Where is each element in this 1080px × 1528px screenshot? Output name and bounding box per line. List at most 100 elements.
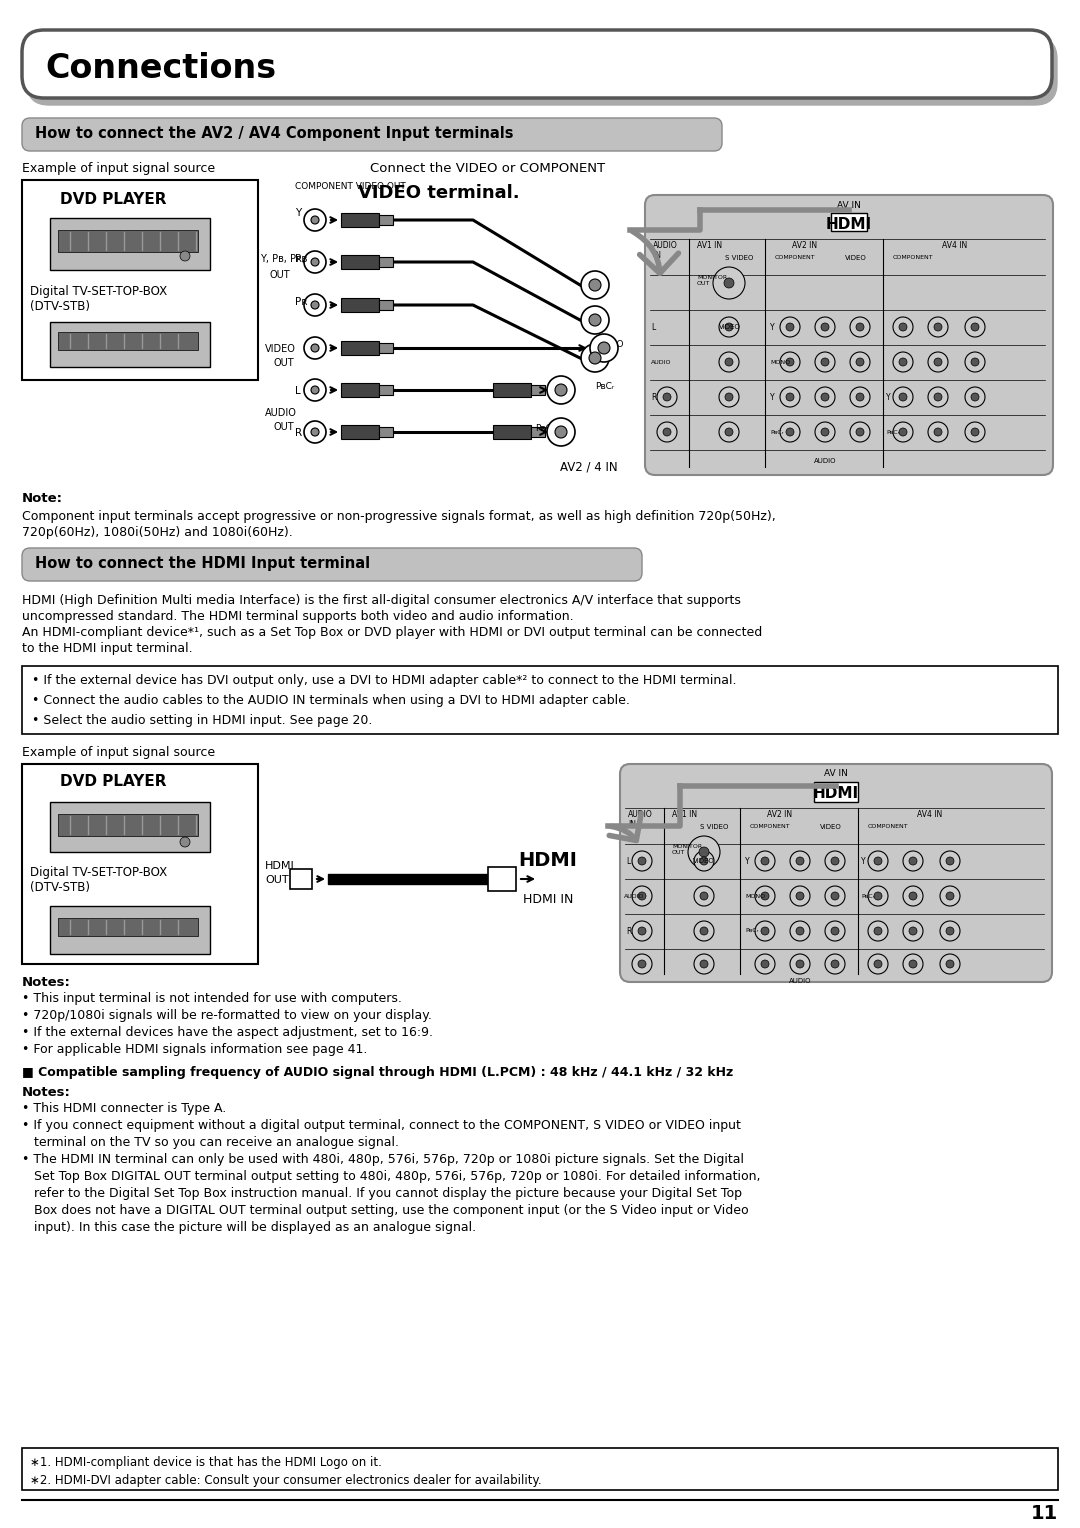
Circle shape xyxy=(311,428,319,435)
Circle shape xyxy=(700,857,708,865)
Bar xyxy=(22,666,1058,733)
Text: ∗2. HDMI-DVI adapter cable: Consult your consumer electronics dealer for availab: ∗2. HDMI-DVI adapter cable: Consult your… xyxy=(30,1475,542,1487)
Circle shape xyxy=(831,960,839,969)
FancyBboxPatch shape xyxy=(22,549,642,581)
Circle shape xyxy=(761,960,769,969)
Circle shape xyxy=(928,316,948,338)
Circle shape xyxy=(657,422,677,442)
Circle shape xyxy=(725,393,733,400)
Circle shape xyxy=(180,251,190,261)
Circle shape xyxy=(303,422,326,443)
Circle shape xyxy=(825,886,845,906)
Circle shape xyxy=(934,428,942,435)
Text: Notes:: Notes: xyxy=(22,976,71,989)
Bar xyxy=(379,257,393,267)
FancyArrowPatch shape xyxy=(609,813,642,840)
Text: Y: Y xyxy=(295,208,301,219)
Circle shape xyxy=(555,384,567,396)
Text: PʙCᵣ: PʙCᵣ xyxy=(595,382,615,391)
Text: VIDEO: VIDEO xyxy=(719,324,741,330)
Bar xyxy=(50,802,210,853)
Circle shape xyxy=(796,892,804,900)
Bar xyxy=(341,212,379,228)
Text: terminal on the TV so you can receive an analogue signal.: terminal on the TV so you can receive an… xyxy=(22,1135,399,1149)
Text: HDMI: HDMI xyxy=(265,860,295,871)
Text: AV2 IN: AV2 IN xyxy=(793,241,818,251)
FancyBboxPatch shape xyxy=(620,764,1052,983)
Circle shape xyxy=(971,393,978,400)
FancyBboxPatch shape xyxy=(27,37,1057,105)
Circle shape xyxy=(928,422,948,442)
Text: L: L xyxy=(651,322,656,332)
Circle shape xyxy=(893,351,913,371)
Circle shape xyxy=(874,927,882,935)
Circle shape xyxy=(934,393,942,400)
Circle shape xyxy=(700,960,708,969)
Bar xyxy=(831,212,867,231)
Circle shape xyxy=(850,351,870,371)
Circle shape xyxy=(899,358,907,367)
Circle shape xyxy=(638,960,646,969)
Circle shape xyxy=(825,953,845,973)
Circle shape xyxy=(546,376,575,403)
Text: HDMI (High Definition Multi media Interface) is the first all-digital consumer e: HDMI (High Definition Multi media Interf… xyxy=(22,594,741,607)
Circle shape xyxy=(789,953,810,973)
Circle shape xyxy=(940,921,960,941)
Text: • If the external device has DVI output only, use a DVI to HDMI adapter cable*² : • If the external device has DVI output … xyxy=(32,674,737,688)
Text: PʙCᵣ: PʙCᵣ xyxy=(886,429,900,434)
Circle shape xyxy=(303,338,326,359)
Circle shape xyxy=(786,393,794,400)
Circle shape xyxy=(856,428,864,435)
Bar xyxy=(379,385,393,396)
Text: • If the external devices have the aspect adjustment, set to 16:9.: • If the external devices have the aspec… xyxy=(22,1025,433,1039)
Text: An HDMI-compliant device*¹, such as a Set Top Box or DVD player with HDMI or DVI: An HDMI-compliant device*¹, such as a Se… xyxy=(22,626,762,639)
Text: AV4 IN: AV4 IN xyxy=(943,241,968,251)
Text: Connections: Connections xyxy=(45,52,276,86)
Text: Y: Y xyxy=(745,857,750,865)
Text: Pʙ: Pʙ xyxy=(295,254,308,264)
Text: OUT: OUT xyxy=(273,422,294,432)
Circle shape xyxy=(713,267,745,299)
Circle shape xyxy=(966,316,985,338)
Circle shape xyxy=(796,960,804,969)
Circle shape xyxy=(780,387,800,406)
Text: HDMI: HDMI xyxy=(826,217,872,232)
Circle shape xyxy=(581,270,609,299)
Circle shape xyxy=(663,428,671,435)
Circle shape xyxy=(699,847,708,857)
Text: Notes:: Notes: xyxy=(22,1086,71,1099)
Circle shape xyxy=(831,892,839,900)
Circle shape xyxy=(868,886,888,906)
Bar xyxy=(58,231,198,252)
Bar xyxy=(22,180,258,380)
Text: MONO: MONO xyxy=(770,359,791,365)
Circle shape xyxy=(966,351,985,371)
Text: AV1 IN: AV1 IN xyxy=(697,241,723,251)
Circle shape xyxy=(755,921,775,941)
Circle shape xyxy=(940,886,960,906)
Circle shape xyxy=(856,322,864,332)
Text: Component input terminals accept progressive or non-progressive signals format, : Component input terminals accept progres… xyxy=(22,510,775,523)
Circle shape xyxy=(724,278,734,287)
Text: HDMI IN: HDMI IN xyxy=(523,892,573,906)
Text: ■ Compatible sampling frequency of AUDIO signal through HDMI (L.PCM) : 48 kHz / : ■ Compatible sampling frequency of AUDIO… xyxy=(22,1067,733,1079)
Text: AUDIO
IN: AUDIO IN xyxy=(627,810,652,830)
FancyBboxPatch shape xyxy=(22,31,1052,98)
Circle shape xyxy=(719,316,739,338)
Circle shape xyxy=(825,851,845,871)
FancyBboxPatch shape xyxy=(22,118,723,151)
Circle shape xyxy=(796,927,804,935)
Circle shape xyxy=(893,387,913,406)
Circle shape xyxy=(311,344,319,351)
Circle shape xyxy=(893,422,913,442)
Circle shape xyxy=(856,393,864,400)
Text: • Select the audio setting in HDMI input. See page 20.: • Select the audio setting in HDMI input… xyxy=(32,714,373,727)
Text: Set Top Box DIGITAL OUT terminal output setting to 480i, 480p, 576i, 576p, 720p : Set Top Box DIGITAL OUT terminal output … xyxy=(22,1170,760,1183)
Circle shape xyxy=(874,960,882,969)
Circle shape xyxy=(780,351,800,371)
Circle shape xyxy=(786,322,794,332)
Text: OUT: OUT xyxy=(273,358,294,368)
Circle shape xyxy=(971,322,978,332)
Text: Example of input signal source: Example of input signal source xyxy=(22,746,215,759)
Text: AUDIO: AUDIO xyxy=(813,458,836,465)
